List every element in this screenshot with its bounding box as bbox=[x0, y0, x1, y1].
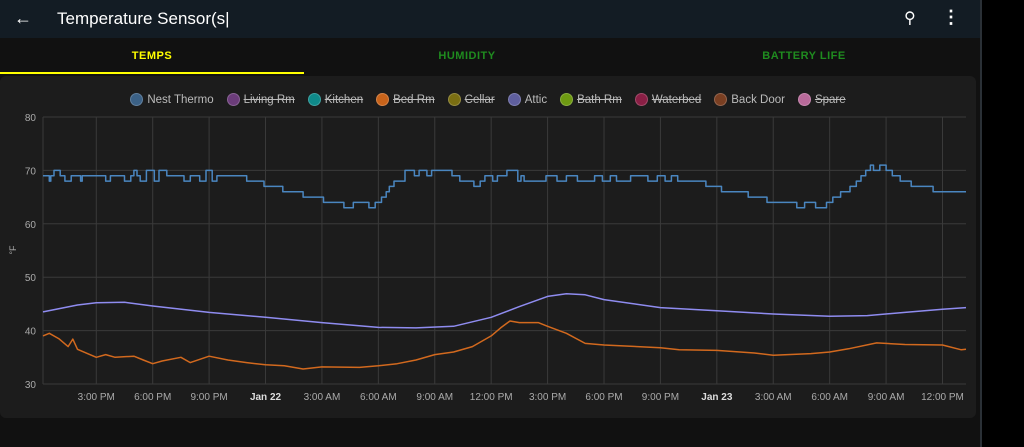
app-bar: ← Temperature Sensor(s| ⚲ ⋮ bbox=[0, 0, 980, 38]
legend-swatch-icon bbox=[447, 93, 461, 106]
legend-label: Nest Thermo bbox=[147, 93, 214, 106]
x-tick-label: Jan 23 bbox=[701, 392, 733, 403]
x-tick-label: 9:00 PM bbox=[642, 392, 679, 403]
x-tick-label: 6:00 AM bbox=[811, 392, 848, 403]
legend-item-kitchen[interactable]: Kitchen bbox=[307, 93, 364, 106]
tab-battery-life[interactable]: BATTERY LIFE bbox=[762, 50, 846, 62]
legend-item-attic[interactable]: Attic bbox=[507, 93, 548, 106]
more-vert-icon[interactable]: ⋮ bbox=[942, 7, 960, 27]
legend-swatch-icon bbox=[560, 93, 574, 106]
legend-label: Waterbed bbox=[651, 93, 702, 106]
series-line-back-door bbox=[42, 320, 967, 370]
y-tick-label: 80 bbox=[25, 113, 37, 124]
legend-item-cellar[interactable]: Cellar bbox=[447, 93, 495, 106]
arrow-left-icon[interactable]: ← bbox=[14, 8, 32, 28]
legend-label: Back Door bbox=[731, 93, 785, 106]
y-axis-label: °F bbox=[8, 245, 18, 255]
legend-label: Spare bbox=[814, 93, 846, 106]
tab-bar: TEMPS HUMIDITY BATTERY LIFE bbox=[0, 38, 980, 74]
y-tick-label: 60 bbox=[25, 220, 37, 231]
x-tick-label: 3:00 AM bbox=[755, 392, 792, 403]
legend-item-waterbed[interactable]: Waterbed bbox=[634, 93, 702, 106]
temperature-chart: 30 40 50 60 70 80 3:00 PM 6:00 PM 9:00 PM Jan 22 3… bbox=[8, 113, 967, 403]
y-tick-label: 70 bbox=[25, 166, 37, 177]
window-edge bbox=[980, 0, 1024, 447]
y-tick-label: 50 bbox=[25, 273, 37, 284]
x-tick-label: 9:00 AM bbox=[416, 392, 453, 403]
x-tick-label: 12:00 PM bbox=[921, 392, 964, 403]
tab-temps[interactable]: TEMPS bbox=[0, 38, 304, 74]
page-title: Temperature Sensor(s| bbox=[57, 9, 230, 28]
legend-swatch-icon bbox=[307, 93, 321, 106]
legend-item-bed-rm[interactable]: Bed Rm bbox=[376, 93, 435, 106]
legend-label: Bath Rm bbox=[577, 93, 622, 106]
tab-humidity[interactable]: HUMIDITY bbox=[438, 50, 496, 62]
legend-label: Cellar bbox=[464, 93, 495, 106]
legend-swatch-icon bbox=[714, 93, 728, 106]
legend-label: Kitchen bbox=[324, 93, 364, 106]
x-tick-label: 6:00 PM bbox=[585, 392, 622, 403]
series-line-attic bbox=[42, 293, 967, 329]
x-tick-label: 6:00 AM bbox=[360, 392, 397, 403]
x-tick-label: Jan 22 bbox=[250, 392, 282, 403]
legend-swatch-icon bbox=[226, 93, 240, 106]
legend-swatch-icon bbox=[507, 93, 521, 106]
chart-legend: Nest Thermo Living Rm Kitchen Bed Rm Cellar A… bbox=[0, 93, 976, 106]
legend-label: Attic bbox=[524, 93, 548, 106]
x-tick-label: 3:00 AM bbox=[304, 392, 341, 403]
legend-item-bath-rm[interactable]: Bath Rm bbox=[560, 93, 622, 106]
legend-item-spare[interactable]: Spare bbox=[797, 93, 846, 106]
legend-swatch-icon bbox=[797, 93, 811, 106]
legend-item-living-rm[interactable]: Living Rm bbox=[226, 93, 295, 106]
legend-item-back-door[interactable]: Back Door bbox=[714, 93, 785, 106]
search-icon[interactable]: ⚲ bbox=[904, 10, 916, 27]
legend-swatch-icon bbox=[376, 93, 390, 106]
y-tick-label: 30 bbox=[25, 380, 37, 391]
y-tick-label: 40 bbox=[25, 327, 37, 338]
legend-label: Living Rm bbox=[243, 93, 295, 106]
x-tick-label: 9:00 PM bbox=[190, 392, 227, 403]
legend-item-nest-thermo[interactable]: Nest Thermo bbox=[130, 93, 214, 106]
series-line-nest-thermo bbox=[43, 164, 966, 209]
x-tick-label: 6:00 PM bbox=[134, 392, 171, 403]
legend-swatch-icon bbox=[130, 93, 144, 106]
x-tick-label: 3:00 PM bbox=[529, 392, 566, 403]
x-tick-label: 9:00 AM bbox=[868, 392, 905, 403]
legend-swatch-icon bbox=[634, 93, 648, 106]
x-tick-label: 3:00 PM bbox=[78, 392, 115, 403]
x-tick-label: 12:00 PM bbox=[470, 392, 513, 403]
legend-label: Bed Rm bbox=[393, 93, 435, 106]
